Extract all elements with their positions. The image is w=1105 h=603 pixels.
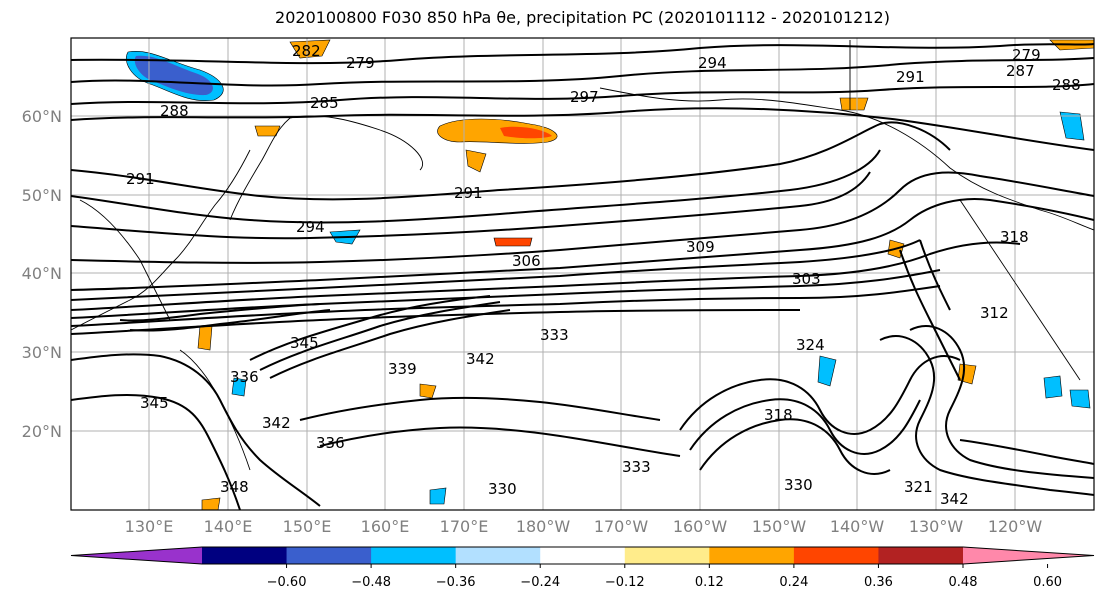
colorbar-segment <box>624 547 710 564</box>
contour-label: 342 <box>262 414 291 432</box>
colorbar-segment <box>709 547 795 564</box>
lon-label: 130°W <box>909 517 964 536</box>
contour-label: 345 <box>140 394 169 412</box>
lon-label: 170°E <box>440 517 489 536</box>
colorbar-extend-high <box>963 547 1094 564</box>
lat-label: 20°N <box>22 422 62 441</box>
colorbar <box>70 546 1095 565</box>
theta-e-contours <box>71 43 1094 510</box>
colorbar-tick-label: −0.36 <box>436 575 476 590</box>
lat-label: 30°N <box>22 343 62 362</box>
contour-label: 333 <box>540 326 569 344</box>
lon-label: 120°W <box>988 517 1043 536</box>
colorbar-tick-label: 0.36 <box>864 575 893 590</box>
colorbar-tick-label: −0.48 <box>351 575 391 590</box>
contour-label: 348 <box>220 478 249 496</box>
latitude-labels: 60°N 50°N 40°N 30°N 20°N <box>22 107 62 441</box>
lat-label: 60°N <box>22 107 62 126</box>
lon-label: 150°W <box>752 517 807 536</box>
precip-shading <box>126 39 1094 510</box>
colorbar-segment <box>202 547 288 564</box>
colorbar-tick-label: 0.24 <box>779 575 808 590</box>
lon-label: 160°E <box>361 517 410 536</box>
colorbar-tick-label: −0.24 <box>520 575 560 590</box>
colorbar-segment <box>371 547 457 564</box>
colorbar-segment <box>878 547 964 564</box>
contour-label: 324 <box>796 336 825 354</box>
colorbar-tick-label: −0.60 <box>267 575 307 590</box>
colorbar-outline <box>70 546 1095 565</box>
contour-label: 279 <box>1012 46 1041 64</box>
lon-label: 140°E <box>204 517 253 536</box>
contour-label: 339 <box>388 360 417 378</box>
contour-label: 291 <box>896 68 925 86</box>
colorbar-ticks: −0.60 −0.48 −0.36 −0.24 −0.12 0.12 0.24 0.36 0.4… <box>267 564 1062 590</box>
map-frame <box>70 37 1095 511</box>
colorbar-tick-label: 0.48 <box>949 575 978 590</box>
lat-label: 50°N <box>22 186 62 205</box>
contour-label: 330 <box>488 480 517 498</box>
contour-label: 306 <box>512 252 541 270</box>
longitude-labels: 130°E 140°E 150°E 160°E 170°E 180°W 170°… <box>125 517 1043 536</box>
colorbar-tick-label: −0.12 <box>605 575 645 590</box>
contour-label: 336 <box>316 434 345 452</box>
colorbar-segment <box>793 547 879 564</box>
contour-label: 297 <box>570 88 599 106</box>
contour-label: 285 <box>310 94 339 112</box>
contour-label: 345 <box>290 334 319 352</box>
colorbar-tick-label: 0.60 <box>1033 575 1062 590</box>
colorbar-tick-label: 0.12 <box>695 575 724 590</box>
colorbar-segment <box>540 547 626 564</box>
lon-label: 160°W <box>673 517 728 536</box>
contour-label: 294 <box>296 218 325 236</box>
contour-label: 330 <box>784 476 813 494</box>
contour-label: 291 <box>126 170 155 188</box>
contour-label: 279 <box>346 54 375 72</box>
lon-label: 170°W <box>594 517 649 536</box>
lat-label: 40°N <box>22 264 62 283</box>
lon-label: 130°E <box>125 517 174 536</box>
contour-label: 342 <box>466 350 495 368</box>
contour-labels: 282 279 285 288 291 291 294 294 297 291 … <box>126 42 1081 508</box>
colorbar-segment <box>286 547 372 564</box>
contour-label: 336 <box>230 368 259 386</box>
contour-label: 287 <box>1006 62 1035 80</box>
contour-label: 288 <box>160 102 189 120</box>
contour-label: 312 <box>980 304 1009 322</box>
lon-label: 180°W <box>516 517 571 536</box>
contour-label: 342 <box>940 490 969 508</box>
contour-label: 321 <box>904 478 933 496</box>
contour-label: 282 <box>292 42 321 60</box>
colorbar-segment <box>455 547 541 564</box>
lon-label: 150°E <box>283 517 332 536</box>
contour-label: 333 <box>622 458 651 476</box>
colorbar-extend-low <box>71 547 202 564</box>
contour-label: 303 <box>792 270 821 288</box>
contour-label: 291 <box>454 184 483 202</box>
map-title: 2020100800 F030 850 hPa θe, precipitatio… <box>275 8 890 27</box>
contour-label: 318 <box>764 406 793 424</box>
lon-label: 140°W <box>830 517 885 536</box>
contour-label: 318 <box>1000 228 1029 246</box>
contour-label: 309 <box>686 238 715 256</box>
contour-label: 288 <box>1052 76 1081 94</box>
contour-label: 294 <box>698 54 727 72</box>
